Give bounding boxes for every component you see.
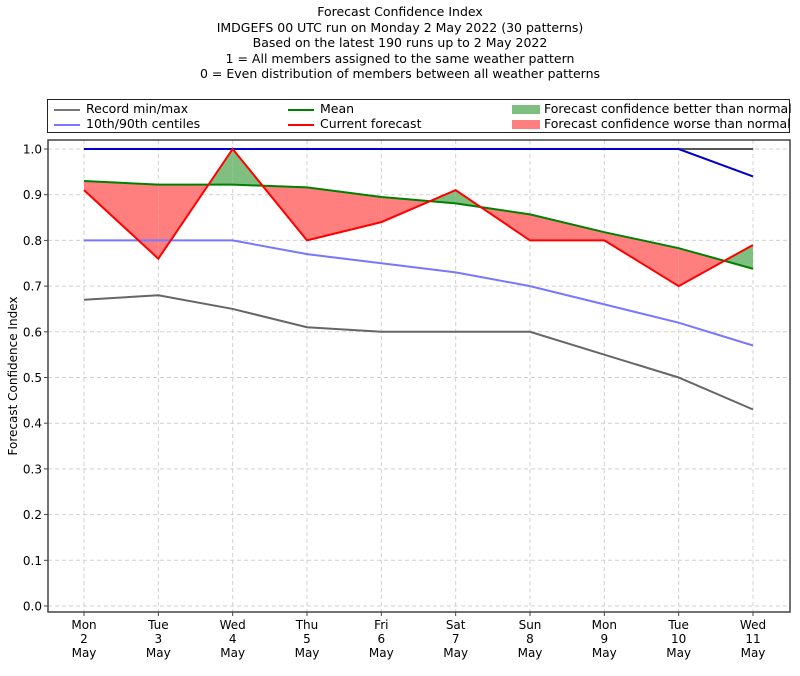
y-tick-label: 0.6 — [23, 325, 42, 339]
x-tick-label-date: 7 — [452, 632, 460, 646]
x-tick-label-day: Fri — [374, 618, 388, 632]
x-tick-label-month: May — [443, 646, 468, 660]
y-tick-label: 0.3 — [23, 462, 42, 476]
x-tick-label-day: Sun — [519, 618, 542, 632]
x-tick-label-date: 10 — [671, 632, 686, 646]
x-tick-label-date: 2 — [80, 632, 88, 646]
x-tick-label-month: May — [592, 646, 617, 660]
x-tick-label-month: May — [146, 646, 171, 660]
confidence-fills — [84, 149, 753, 287]
x-tick-label-month: May — [295, 646, 320, 660]
x-tick-label-month: May — [518, 646, 543, 660]
y-tick-label: 0.2 — [23, 508, 42, 522]
x-tick-label-date: 4 — [229, 632, 237, 646]
y-tick-label: 0.7 — [23, 280, 42, 294]
fill-worse-than-normal — [84, 180, 159, 259]
y-tick-label: 1.0 — [23, 143, 42, 157]
legend-label-current: Current forecast — [320, 116, 422, 131]
series-line-current-forecast — [83, 147, 754, 288]
legend-item-current: Current forecast — [288, 116, 421, 131]
x-tick-label-month: May — [741, 646, 766, 660]
series-line-mean — [83, 179, 754, 270]
title-line-1: Forecast Confidence Index — [317, 4, 483, 19]
x-tick-label-month: May — [666, 646, 691, 660]
x-tick-label-day: Tue — [667, 618, 689, 632]
x-tick-label-day: Tue — [147, 618, 169, 632]
x-tick-label-day: Mon — [592, 618, 617, 632]
y-axis: 0.0 0.1 0.2 0.3 0.4 0.5 0.6 0.7 0.8 0.9 1.0 — [23, 143, 48, 614]
fill-worse-than-normal — [307, 187, 382, 241]
x-tick-label-date: 6 — [378, 632, 386, 646]
fill-worse-than-normal — [604, 232, 679, 287]
fill-worse-than-normal — [530, 214, 605, 241]
x-tick-label-month: May — [72, 646, 97, 660]
y-axis-label: Forecast Confidence Index — [6, 297, 20, 456]
title-line-3: Based on the latest 190 runs up to 2 May… — [252, 35, 548, 50]
legend-line-record — [54, 108, 80, 111]
x-tick-label-day: Thu — [295, 618, 319, 632]
legend-label-better: Forecast confidence better than normal — [544, 101, 792, 116]
x-tick-label-day: Wed — [740, 618, 766, 632]
title-line-5: 0 = Even distribution of members between… — [199, 66, 601, 81]
legend-line-centiles — [54, 123, 80, 126]
x-tick-label-day: Wed — [220, 618, 246, 632]
y-tick-label: 0.1 — [23, 554, 42, 568]
x-tick-label-date: 3 — [155, 632, 163, 646]
title-line-2: IMDGEFS 00 UTC run on Monday 2 May 2022 … — [216, 19, 584, 35]
y-tick-label: 0.4 — [23, 417, 42, 431]
y-tick-label: 0.0 — [23, 600, 42, 614]
x-tick-label-date: 5 — [303, 632, 311, 646]
x-tick-label-date: 8 — [526, 632, 534, 646]
legend-label-worse: Forecast confidence worse than normal — [544, 116, 791, 131]
plot-frame — [47, 139, 791, 613]
legend: Record min/max 10th/90th centiles Mean C… — [47, 99, 792, 133]
x-axis: Mon2MayTue3MayWed4MayThu5MayFri6MaySat7M… — [71, 612, 766, 660]
legend-label-record: Record min/max — [86, 101, 189, 116]
legend-patch-better — [512, 105, 540, 114]
chart-title: Forecast Confidence Index IMDGEFS 00 UTC… — [0, 4, 800, 82]
x-tick-label-date: 11 — [745, 632, 760, 646]
x-tick-label-month: May — [369, 646, 394, 660]
legend-line-mean — [288, 108, 314, 111]
x-tick-label-date: 9 — [601, 632, 609, 646]
legend-label-centiles: 10th/90th centiles — [86, 116, 201, 131]
series-line-record-min — [83, 294, 754, 411]
legend-item-worse: Forecast confidence worse than normal — [512, 116, 791, 131]
legend-line-current — [288, 123, 314, 126]
legend-item-record: Record min/max — [54, 101, 188, 116]
title-line-4: 1 = All members assigned to the same wea… — [225, 50, 575, 66]
x-tick-label-day: Mon — [71, 618, 96, 632]
y-tick-label: 0.5 — [23, 371, 42, 385]
series-line-10th-centile — [84, 239, 754, 347]
fill-better-than-normal — [724, 244, 753, 269]
series-line-90th-centile — [84, 148, 754, 178]
x-tick-label-day: Sat — [446, 618, 466, 632]
y-tick-label: 0.8 — [23, 234, 42, 248]
legend-item-better: Forecast confidence better than normal — [512, 101, 792, 116]
legend-label-mean: Mean — [320, 101, 355, 116]
legend-item-centiles: 10th/90th centiles — [54, 116, 200, 131]
legend-patch-worse — [512, 120, 540, 129]
series-lines — [83, 147, 754, 411]
y-tick-label: 0.9 — [23, 188, 42, 202]
x-tick-label-month: May — [220, 646, 245, 660]
legend-item-mean: Mean — [288, 101, 354, 116]
